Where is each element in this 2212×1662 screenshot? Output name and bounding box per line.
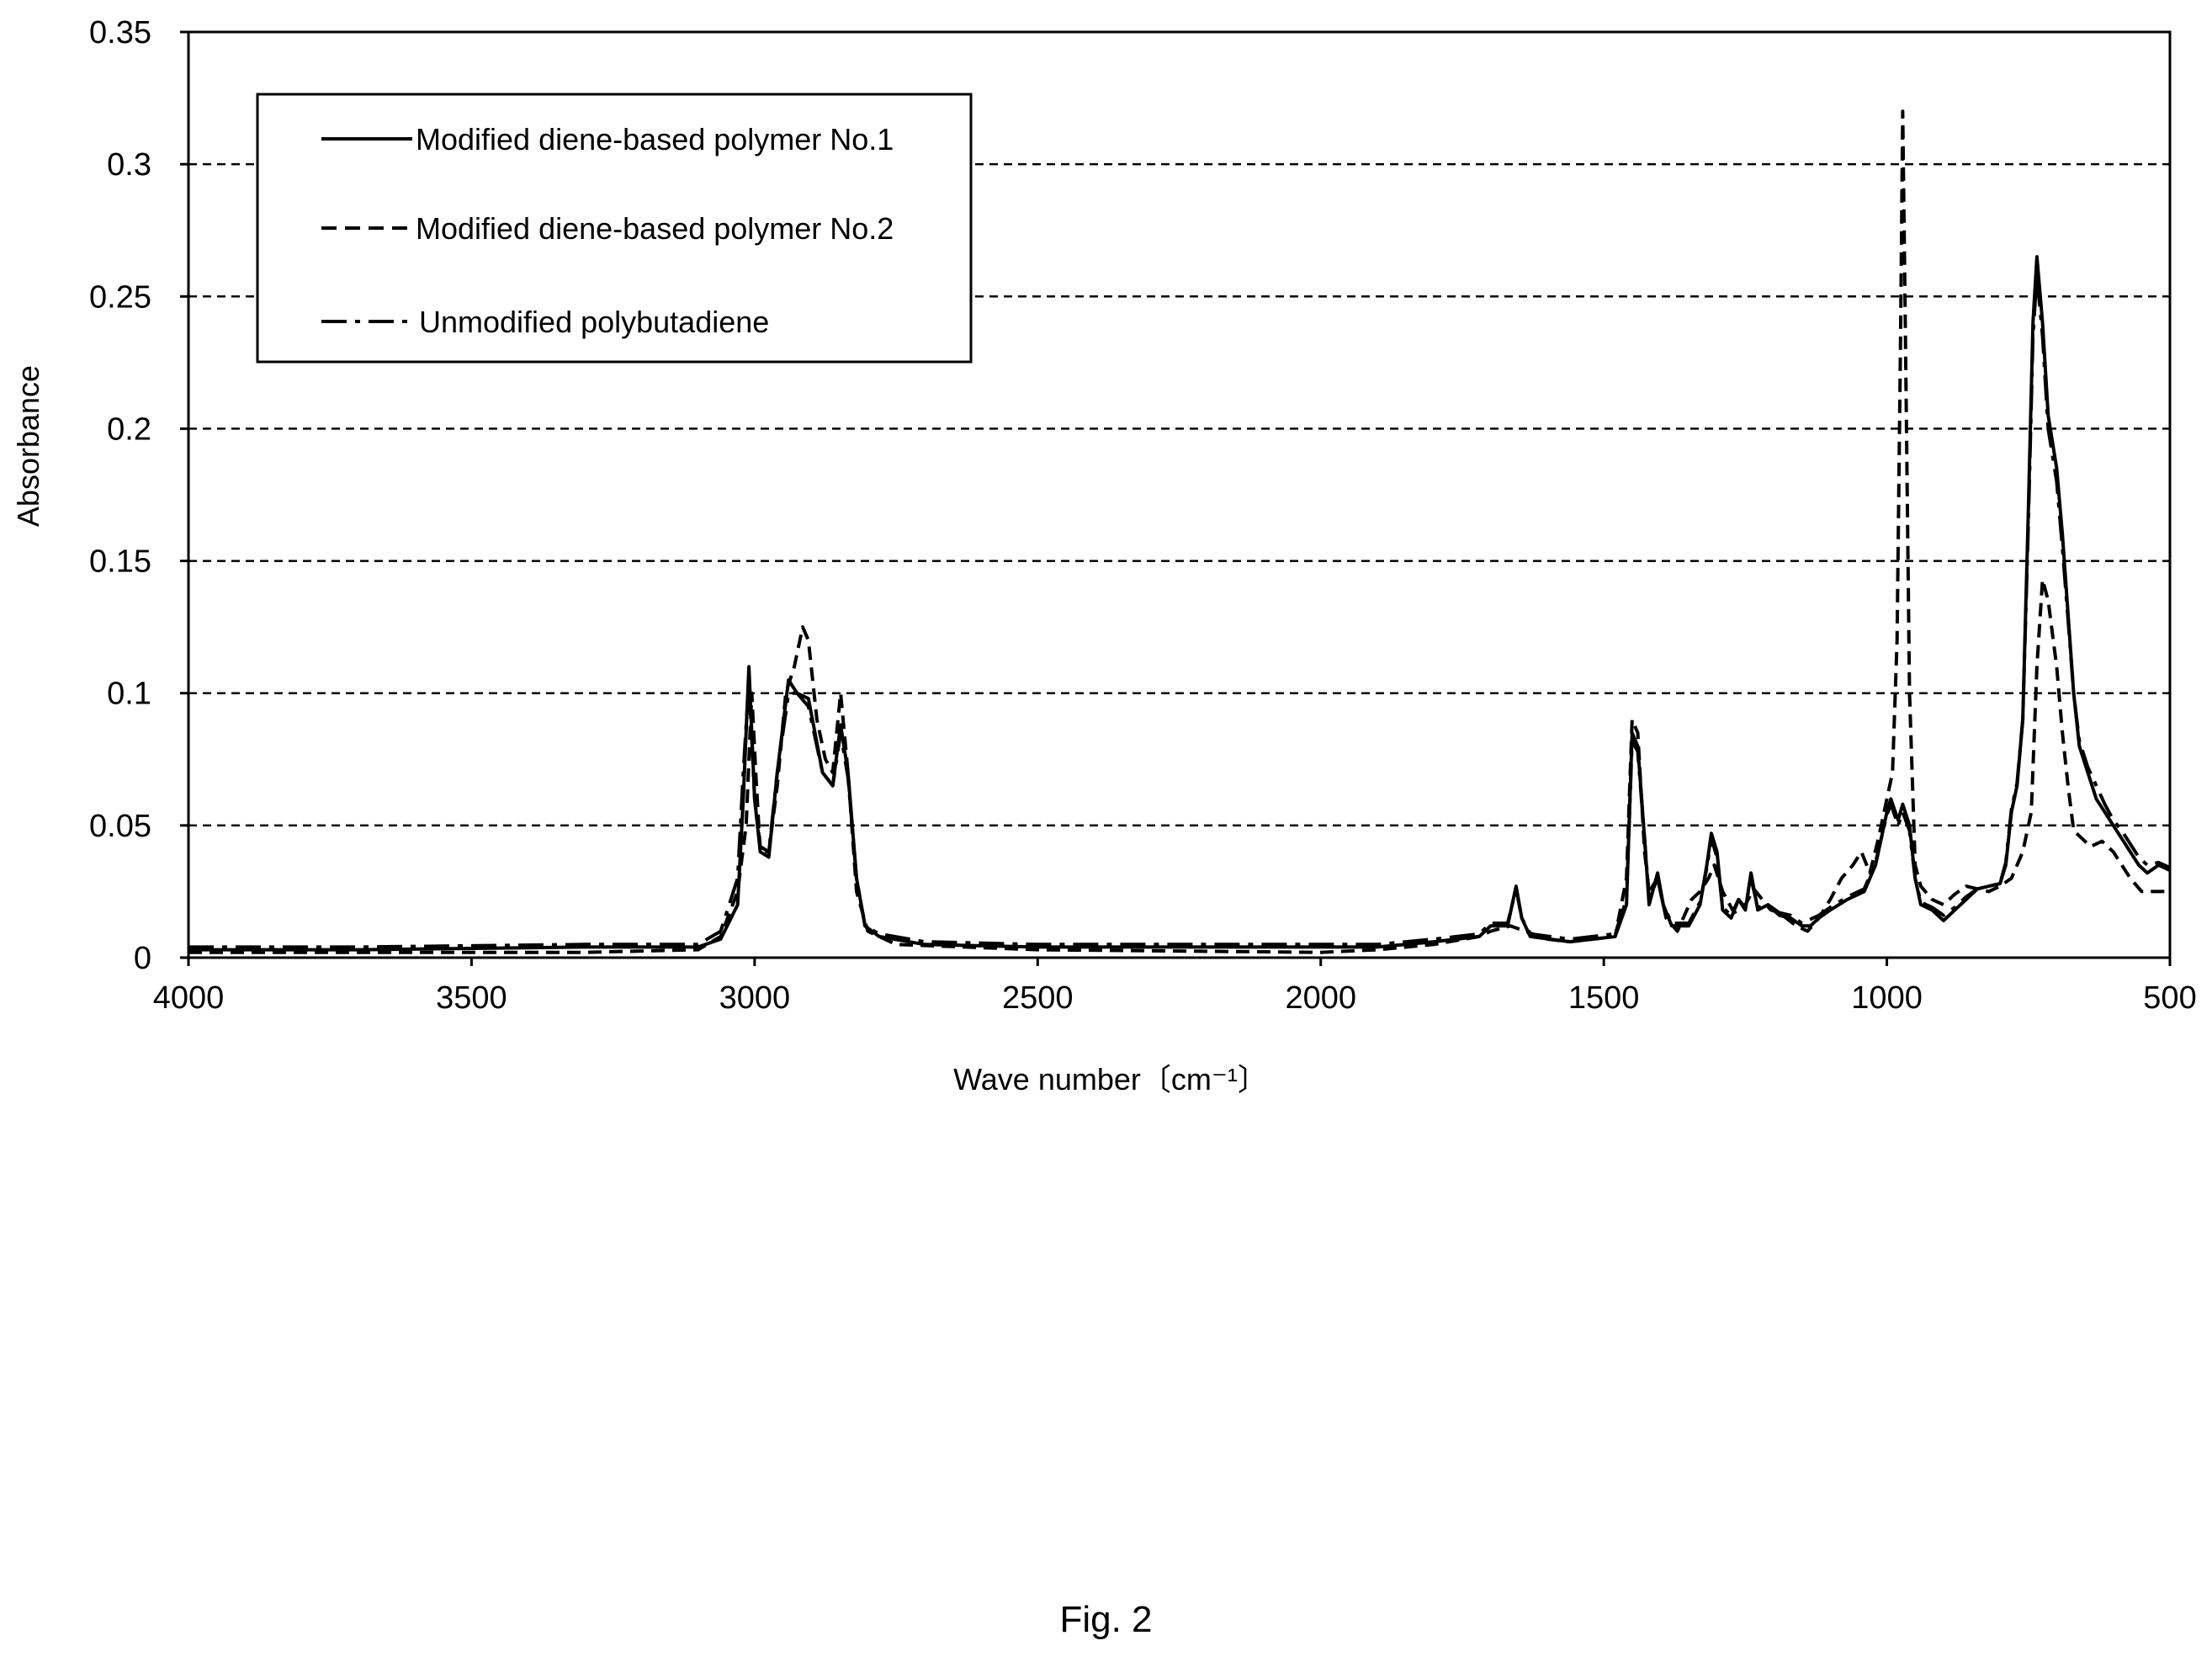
x-tick-label-7: 500 [2143, 980, 2196, 1016]
y-tick-label-2: 0.1 [107, 677, 151, 712]
plot-frame [187, 30, 2172, 959]
figure-caption: Fig. 2 [1059, 1599, 1153, 1640]
x-tick-label-6: 1000 [1851, 980, 1923, 1016]
legend-label-series-3: Unmodified polybutadiene [419, 305, 769, 339]
series-line-2 [188, 109, 2170, 954]
legend: Modified diene-based polymer No.1 Modifi… [256, 93, 973, 364]
axis-ticks: 0 0.05 0.1 0.15 0.2 0.25 0.3 0.35 4000 3500 3000 25… [89, 15, 2197, 1016]
y-tick-label-1: 0.05 [89, 809, 151, 844]
x-tick-label-1: 3500 [436, 980, 507, 1016]
y-tick-label-7: 0.35 [89, 15, 151, 50]
y-tick-label-0: 0 [134, 941, 151, 976]
y-tick-label-5: 0.25 [89, 279, 151, 315]
x-tick-label-0: 4000 [153, 980, 225, 1016]
x-tick-label-4: 2000 [1285, 980, 1356, 1016]
legend-label-series-1: Modified diene-based polymer No.1 [416, 122, 894, 157]
y-tick-label-4: 0.2 [107, 412, 151, 447]
y-tick-label-3: 0.15 [89, 544, 151, 580]
series-lines [188, 109, 2171, 954]
x-tick-label-2: 3000 [719, 980, 791, 1016]
y-axis-title: Absorbance [11, 365, 45, 527]
x-tick-label-3: 2500 [1002, 980, 1074, 1016]
series-line-3 [188, 273, 2171, 949]
x-axis-title: Wave number〔cm⁻¹〕 [953, 1062, 1268, 1096]
y-tick-label-6: 0.3 [107, 147, 151, 183]
legend-label-series-2: Modified diene-based polymer No.2 [416, 211, 894, 246]
x-tick-label-5: 1500 [1568, 980, 1640, 1016]
